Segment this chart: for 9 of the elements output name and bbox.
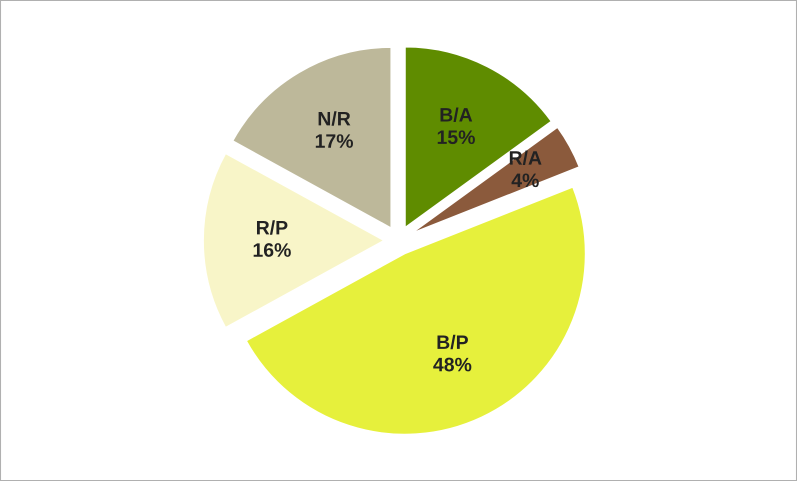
data-label: 15%	[438, 130, 475, 144]
slice-label: B/P	[437, 334, 468, 350]
slice-label: N/R	[318, 111, 350, 126]
data-label: 48%	[433, 358, 472, 372]
data-label: 16%	[254, 243, 291, 257]
slice-label: B/A	[440, 107, 472, 122]
slice-label: R/P	[256, 220, 288, 235]
data-label: 4%	[512, 173, 539, 188]
data-label: 17%	[316, 134, 354, 148]
